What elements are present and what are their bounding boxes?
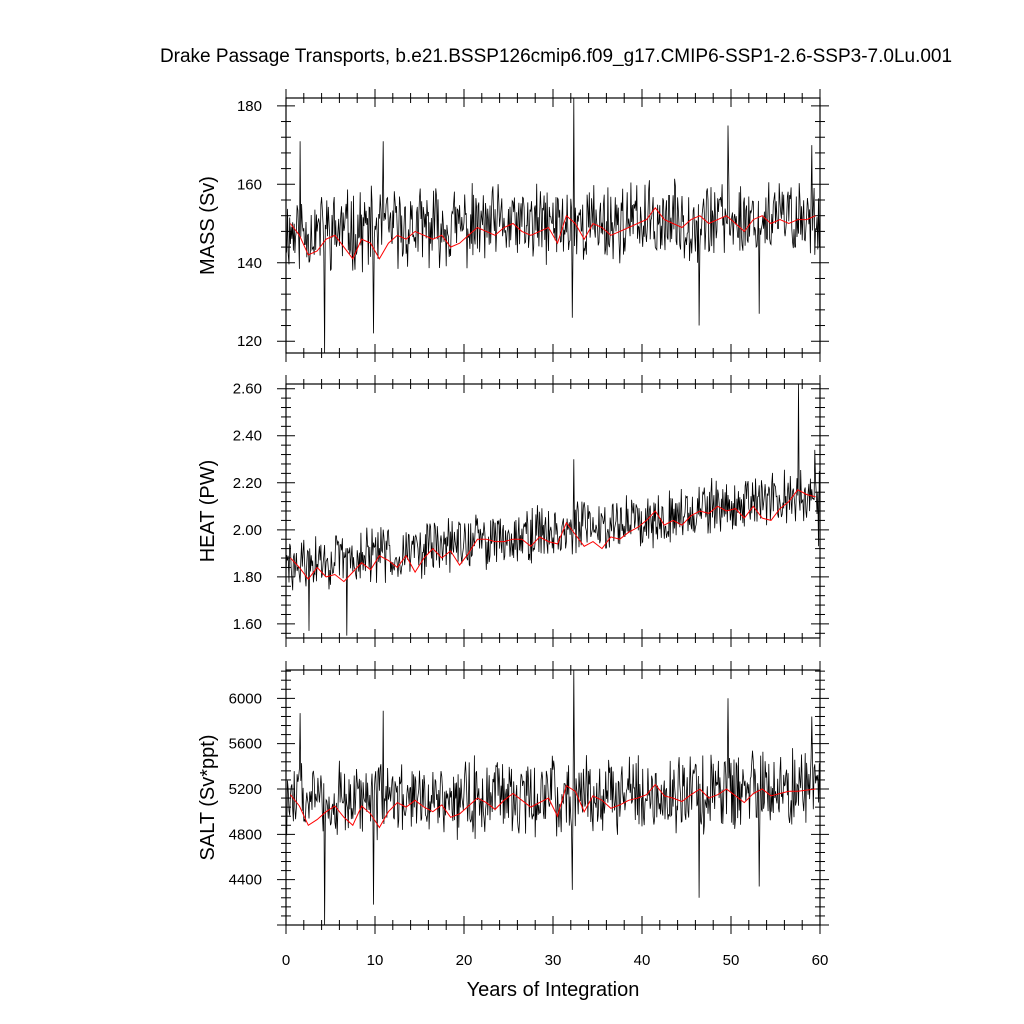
x-tick-label: 30 xyxy=(545,952,562,969)
heat-panel-frame xyxy=(285,383,821,639)
heat-y-tick-label: 2.60 xyxy=(233,381,262,398)
salt-y-tick-label: 4400 xyxy=(229,872,262,889)
chart-title: Drake Passage Transports, b.e21.BSSP126c… xyxy=(159,46,953,67)
salt-annual-mean-series-line xyxy=(290,783,816,829)
mass-y-tick-label: 140 xyxy=(237,255,262,272)
heat-y-tick-label: 2.20 xyxy=(233,475,262,492)
salt-y-tick-label: 5200 xyxy=(229,781,262,798)
x-tick-label: 40 xyxy=(634,952,651,969)
heat-y-tick-label: 1.60 xyxy=(233,616,262,633)
mass-y-tick-label: 120 xyxy=(237,333,262,350)
heat-y-tick-label: 2.00 xyxy=(233,522,262,539)
mass-y-tick-label: 160 xyxy=(237,176,262,193)
x-tick-label: 60 xyxy=(812,952,829,969)
heat-y-axis-label: HEAT (PW) xyxy=(197,460,219,563)
mass-y-tick-label: 180 xyxy=(237,98,262,115)
heat-monthly-series-line xyxy=(285,383,821,636)
x-tick-label: 10 xyxy=(367,952,384,969)
salt-y-tick-label: 4800 xyxy=(229,826,262,843)
heat-annual-mean-series-line xyxy=(290,489,816,583)
x-tick-label: 20 xyxy=(456,952,473,969)
salt-y-tick-label: 6000 xyxy=(229,690,262,707)
x-tick-label: 0 xyxy=(282,952,290,969)
mass-annual-mean-series-line xyxy=(290,206,816,260)
mass-monthly-series-line xyxy=(285,97,821,354)
salt-monthly-series-line xyxy=(285,669,821,926)
x-tick-label: 50 xyxy=(723,952,740,969)
heat-y-tick-label: 2.40 xyxy=(233,428,262,445)
x-axis-label: Years of Integration xyxy=(467,979,640,1001)
salt-y-axis-label: SALT (Sv*ppt) xyxy=(197,735,219,861)
salt-y-tick-label: 5600 xyxy=(229,736,262,753)
heat-y-tick-label: 1.80 xyxy=(233,569,262,586)
mass-y-axis-label: MASS (Sv) xyxy=(197,176,219,275)
